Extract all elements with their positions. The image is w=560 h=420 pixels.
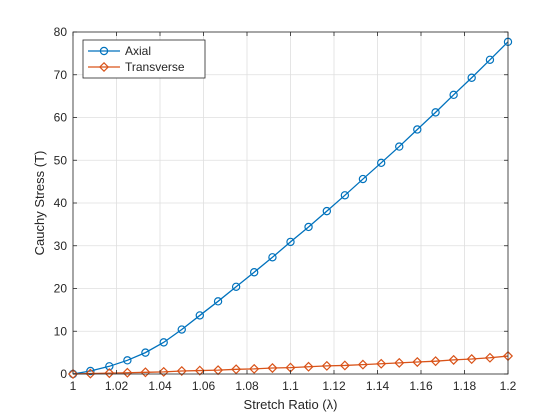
data-point-axial <box>395 142 404 151</box>
data-point-transverse <box>267 362 278 374</box>
data-point-transverse <box>67 368 79 380</box>
series-transverse <box>67 350 514 380</box>
series-line-axial <box>72 41 509 375</box>
data-point-transverse <box>321 360 332 371</box>
x-tick-label: 1.18 <box>453 379 477 393</box>
data-point-transverse <box>357 359 368 370</box>
data-point-axial <box>304 222 313 232</box>
data-point-transverse <box>176 365 187 377</box>
data-point-transverse <box>122 367 133 378</box>
y-tick-label: 10 <box>54 324 68 338</box>
data-point-transverse <box>104 368 115 379</box>
y-axis-label: Cauchy Stress (T) <box>32 151 47 256</box>
series-line-transverse <box>72 355 509 375</box>
data-point-transverse <box>412 356 423 368</box>
data-point-axial <box>467 73 476 82</box>
y-tick-label: 70 <box>54 68 68 82</box>
legend-marker-transverse <box>98 61 110 73</box>
data-point-axial <box>376 158 386 168</box>
data-point-transverse <box>448 354 459 365</box>
data-point-transverse <box>430 356 441 367</box>
legend-marker-axial <box>99 46 109 56</box>
data-point-transverse <box>158 366 169 377</box>
legend-entry-transverse: Transverse <box>88 60 185 74</box>
legend-entry-axial: Axial <box>88 44 151 58</box>
data-point-transverse <box>303 361 314 372</box>
y-tick-label: 0 <box>60 367 67 381</box>
data-point-transverse <box>194 365 205 376</box>
x-tick-label: 1.16 <box>409 379 433 393</box>
x-axis-label: Stretch Ratio (λ) <box>244 397 338 412</box>
data-point-axial <box>449 90 458 100</box>
legend-box <box>82 39 206 79</box>
y-tick-label: 50 <box>54 153 68 167</box>
data-point-transverse <box>466 353 477 365</box>
x-tick-label: 1.04 <box>148 379 172 393</box>
x-tick-label: 1.1 <box>282 379 299 393</box>
data-point-transverse <box>85 368 96 379</box>
data-point-axial <box>340 191 350 200</box>
legend: Axial Transverse <box>82 39 206 79</box>
x-tick-label: 1.06 <box>192 379 216 393</box>
y-tick-label: 40 <box>54 196 68 210</box>
data-point-axial <box>141 348 150 357</box>
y-tick-label: 80 <box>54 25 68 39</box>
y-tick-label: 20 <box>54 282 68 296</box>
x-tick-label: 1.02 <box>105 379 129 393</box>
data-point-transverse <box>231 364 242 375</box>
data-point-axial <box>159 338 168 347</box>
data-point-transverse <box>376 358 387 369</box>
data-point-transverse <box>394 357 405 368</box>
x-tick-label: 1 <box>70 379 77 393</box>
data-point-axial <box>322 206 332 216</box>
data-point-axial <box>431 108 440 117</box>
y-tick-label: 30 <box>54 239 68 253</box>
data-point-transverse <box>140 367 151 378</box>
x-tick-label: 1.14 <box>366 379 390 393</box>
data-point-axial <box>358 174 368 184</box>
data-point-axial <box>86 366 95 376</box>
data-point-axial <box>286 237 295 247</box>
y-tick-label: 60 <box>54 111 68 125</box>
data-point-axial <box>231 282 241 291</box>
x-tick-label: 1.2 <box>500 379 517 393</box>
ticks: 1 1.02 1.04 1.06 1.08 1.1 1.12 1.14 1.16 1.18 1.2 0… <box>54 25 517 393</box>
data-point-axial <box>413 125 422 134</box>
data-point-transverse <box>484 352 495 363</box>
x-tick-label: 1.12 <box>322 379 346 393</box>
legend-label-transverse: Transverse <box>125 60 185 74</box>
x-tick-label: 1.08 <box>235 379 259 393</box>
data-point-axial <box>485 55 495 64</box>
data-point-axial <box>177 325 186 334</box>
data-point-transverse <box>249 363 260 374</box>
data-point-transverse <box>339 360 350 371</box>
data-point-axial <box>213 297 223 306</box>
data-point-axial <box>249 268 259 277</box>
data-point-axial <box>123 356 132 365</box>
data-point-axial <box>195 311 205 320</box>
data-point-axial <box>105 362 114 371</box>
legend-label-axial: Axial <box>125 44 151 58</box>
data-point-axial <box>268 253 277 262</box>
